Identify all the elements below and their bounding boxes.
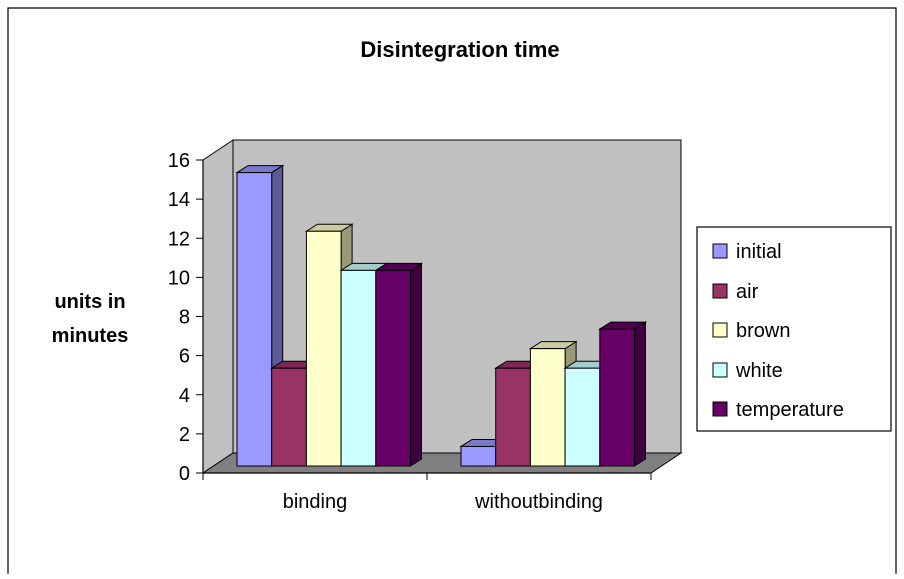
legend-item-brown: brown [712,320,790,342]
bar-brown-withoutbinding [529,348,566,467]
y-axis-label-line-1: units in [54,291,125,313]
y-tick-label: 2 [179,424,190,446]
y-tick-label: 4 [179,385,190,407]
bar-air-binding [271,367,307,467]
bar-temperature-binding [375,269,411,467]
bar-initial-withoutbinding [460,445,497,467]
legend-swatch-brown [712,322,728,338]
y-tick-group: 0 2 4 6 8 10 12 14 16 [168,150,203,485]
legend-swatch-white [712,362,728,378]
y-tick-label: 6 [179,346,190,368]
legend-swatch-initial [712,243,728,259]
chart-border [7,7,897,574]
bar-air-withoutbinding [495,367,531,467]
bar-brown-binding [305,230,342,467]
bar-side-temperature-binding [410,262,422,467]
x-tick-label-withoutbinding: withoutbinding [474,491,603,513]
legend-swatch-air [712,283,728,299]
bar-white-binding [340,269,377,467]
legend-item-temperature: temperature [712,399,844,421]
y-tick-label: 12 [168,228,190,250]
y-tick-label: 14 [168,189,190,211]
legend-label-air: air [736,281,759,303]
x-tick-label-binding: binding [283,491,348,513]
plot-side-wall [202,139,234,474]
legend-item-white: white [712,360,783,382]
bar-temperature-withoutbinding [599,328,635,467]
bar-side-temperature-withoutbinding [634,321,646,467]
legend-item-initial: initial [712,241,782,263]
bar-group [235,164,648,467]
y-tick-label: 10 [168,267,190,289]
bar-initial-binding [236,172,273,467]
legend-box [696,226,892,432]
legend-label-white: white [735,360,783,382]
y-tick-label: 8 [179,307,190,329]
y-tick-label: 16 [168,150,190,172]
legend-swatch-temperature [712,401,728,417]
legend-label-initial: initial [736,241,782,263]
chart-title: Disintegration time [360,37,559,62]
y-tick-label: 0 [179,463,190,485]
y-axis-label-line-2: minutes [52,325,129,347]
legend-item-air: air [712,281,759,303]
bar-white-withoutbinding [564,367,601,467]
legend-label-brown: brown [736,320,790,342]
legend-label-temperature: temperature [736,399,844,421]
